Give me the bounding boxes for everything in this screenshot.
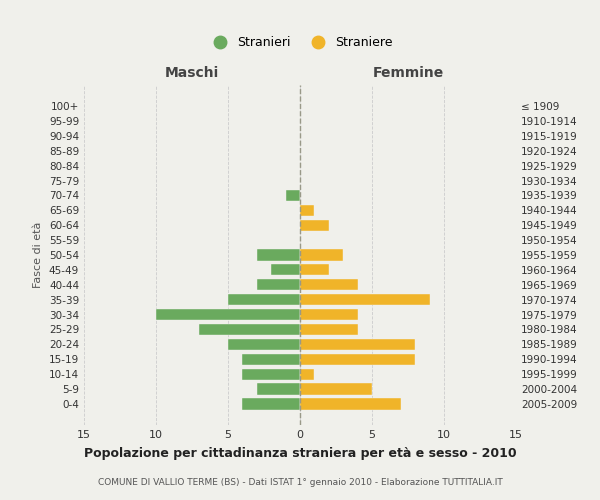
Bar [257,250,300,260]
Text: COMUNE DI VALLIO TERME (BS) - Dati ISTAT 1° gennaio 2010 - Elaborazione TUTTITAL: COMUNE DI VALLIO TERME (BS) - Dati ISTAT… [98,478,502,487]
Y-axis label: Fasce di età: Fasce di età [34,222,43,288]
Bar [286,190,300,201]
Bar [300,279,358,290]
Bar [242,354,300,365]
Bar [300,398,401,409]
Bar [199,324,300,335]
Bar [257,279,300,290]
Bar [257,384,300,394]
Bar [242,368,300,380]
Y-axis label: Anni di nascita: Anni di nascita [597,214,600,296]
Bar [300,220,329,231]
Text: Popolazione per cittadinanza straniera per età e sesso - 2010: Popolazione per cittadinanza straniera p… [83,448,517,460]
Bar [300,324,358,335]
Bar [300,384,372,394]
Bar [300,204,314,216]
Bar [228,339,300,350]
Bar [300,354,415,365]
Bar [300,264,329,276]
Bar [300,250,343,260]
Bar [271,264,300,276]
Bar [300,368,314,380]
Bar [228,294,300,306]
Bar [242,398,300,409]
Bar [300,294,430,306]
Bar [300,309,358,320]
Bar [156,309,300,320]
Bar [300,339,415,350]
Legend: Stranieri, Straniere: Stranieri, Straniere [202,32,398,54]
